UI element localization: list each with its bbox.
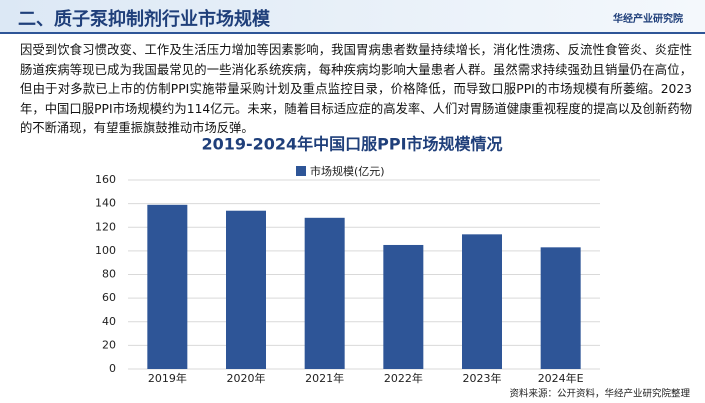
x-tick-label: 2022年	[384, 371, 423, 385]
y-tick-label: 40	[102, 315, 116, 328]
bar	[147, 204, 188, 369]
y-tick-label: 140	[95, 197, 116, 210]
logo: 华经产业研究院	[613, 14, 683, 25]
legend-swatch	[296, 166, 306, 176]
bar	[540, 247, 581, 369]
source: 资料来源：公开资料，华经产业研究院整理	[509, 388, 690, 400]
y-tick-label: 160	[95, 173, 116, 186]
y-tick-label: 120	[95, 220, 116, 233]
y-tick-label: 60	[102, 291, 116, 304]
header: 二、质子泵抑制剂行业市场规模 华经产业研究院	[0, 0, 705, 34]
bar	[383, 244, 424, 369]
x-tick-label: 2021年	[305, 371, 344, 385]
y-tick-label: 100	[95, 244, 116, 257]
x-tick-label: 2023年	[463, 371, 502, 385]
bar	[304, 217, 345, 369]
bar	[226, 210, 266, 369]
x-tick-label: 2024年E	[538, 371, 584, 385]
x-tick-label: 2020年	[227, 371, 266, 385]
legend-label: 市场规模(亿元)	[310, 164, 385, 178]
bar	[462, 234, 502, 369]
paragraph: 因受到饮食习惯改变、工作及生活压力增加等因素影响，我国胃病患者数量持续增长，消化…	[20, 43, 692, 136]
y-tick-label: 20	[102, 338, 116, 351]
header-title: 二、质子泵抑制剂行业市场规模	[18, 9, 270, 30]
x-tick-label: 2019年	[148, 371, 187, 385]
chart-title: 2019-2024年中国口服PPI市场规模情况	[201, 135, 502, 154]
y-tick-label: 0	[109, 362, 116, 375]
y-tick-label: 80	[102, 268, 116, 281]
